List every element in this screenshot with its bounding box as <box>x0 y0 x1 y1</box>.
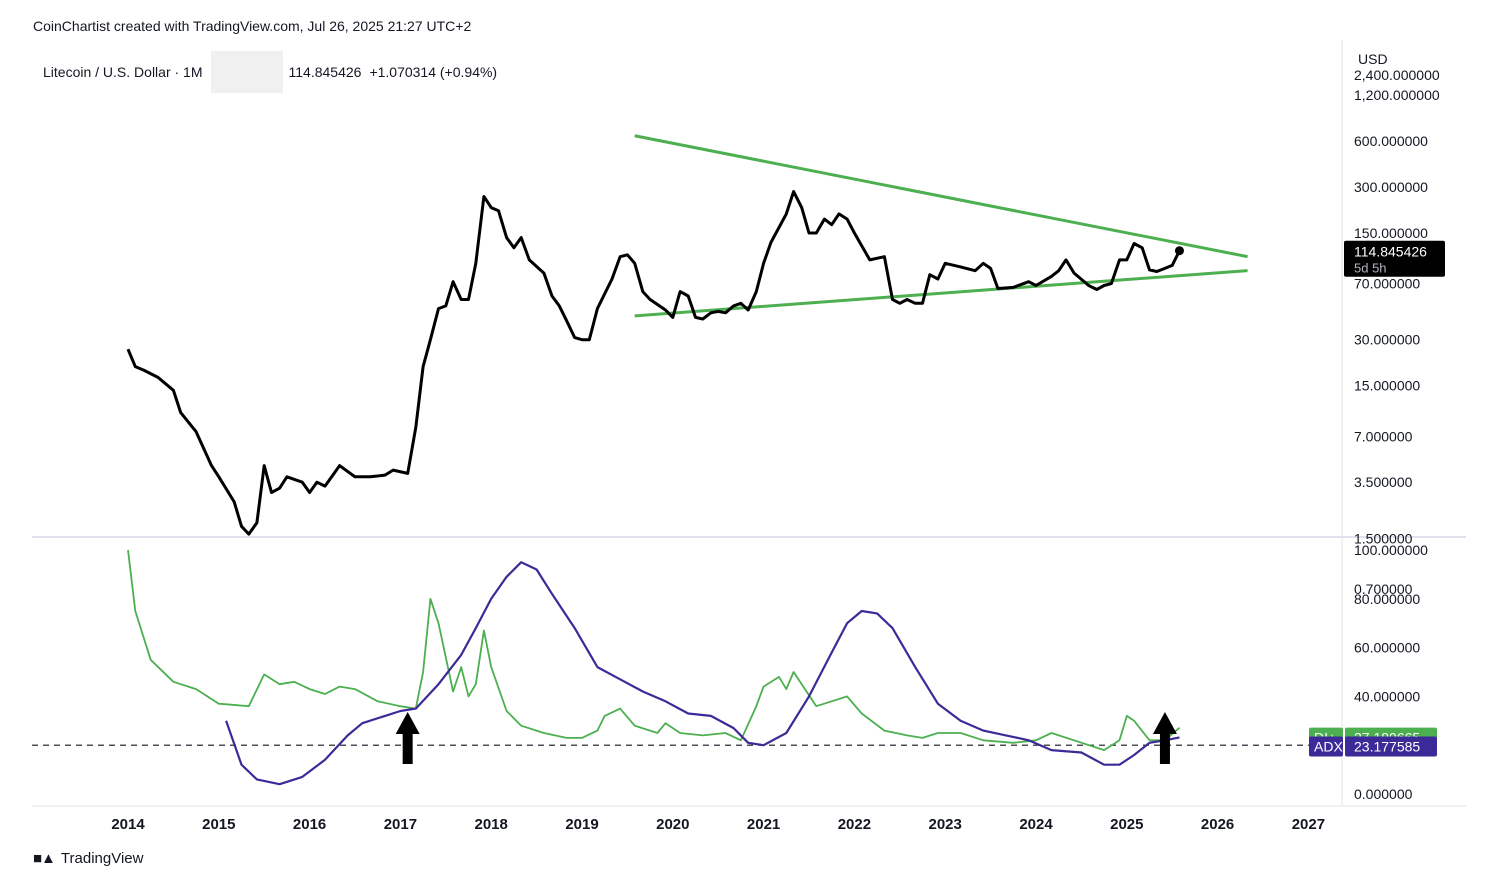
price-change: +1.070314 (+0.94%) <box>369 64 498 80</box>
arrow-shaft <box>402 732 413 764</box>
time-tick-label: 2017 <box>384 816 417 833</box>
price-tick-label: 15.000000 <box>1354 378 1420 394</box>
series-name-badge <box>1309 736 1343 757</box>
indicator-tick-label: 40.000000 <box>1354 688 1420 704</box>
price-tick-label: 7.000000 <box>1354 428 1413 444</box>
chart-frame <box>32 40 1466 807</box>
up-arrow-icon <box>395 712 420 764</box>
indicator-tick-label: 100.000000 <box>1354 542 1428 558</box>
annotation-arrows <box>395 712 1177 764</box>
tradingview-brand[interactable]: ■▲ TradingView <box>33 850 143 867</box>
price-tick-label: 1.500000 <box>1354 530 1413 546</box>
currency-label[interactable]: USD <box>1358 51 1388 67</box>
chart-caption: CoinChartist created with TradingView.co… <box>33 18 472 34</box>
price-tick-label: 2,400.000000 <box>1354 67 1440 83</box>
series-name-label: ADX <box>1314 738 1343 754</box>
countdown-label: 5d 5h <box>1354 261 1387 276</box>
series-value-label: 23.177585 <box>1354 738 1420 754</box>
time-tick-label: 2027 <box>1292 816 1325 833</box>
price-tick-label: 70.000000 <box>1354 276 1420 292</box>
adx-line <box>225 561 1180 786</box>
tradingview-logo-icon: ■▲ <box>33 850 56 867</box>
price-tick-label: 300.000000 <box>1354 179 1428 195</box>
symbol-name[interactable]: Litecoin / U.S. Dollar · 1M <box>43 64 203 80</box>
arrow-shaft <box>1159 732 1170 764</box>
triangle-trendlines <box>634 134 1248 318</box>
blurred-ohlc <box>210 51 283 93</box>
last-price: 114.845426 <box>288 64 362 80</box>
time-tick-label: 2025 <box>1110 816 1143 833</box>
price-tick-label: 3.500000 <box>1354 474 1413 490</box>
series-value-badge <box>1345 736 1437 757</box>
time-tick-label: 2016 <box>293 816 326 833</box>
indicator-tick-label: 0.000000 <box>1354 786 1413 802</box>
arrow-head <box>395 712 420 734</box>
time-axis: 2014 2015 2016 2017 2018 2019 2020 2021 2022 2023… <box>111 816 1325 833</box>
up-arrow-icon <box>1152 712 1177 764</box>
indicator-axis: 100.000000 80.000000 60.000000 40.000000 0.0… <box>1354 542 1428 802</box>
price-axis: 2,400.000000 1,200.000000 600.000000 300.00… <box>1354 67 1440 597</box>
symbol-legend[interactable]: Litecoin / U.S. Dollar · 1M 114.845426 +… <box>43 51 505 93</box>
price-tick-label: 30.000000 <box>1354 332 1420 348</box>
price-tick-label: 0.700000 <box>1354 581 1413 597</box>
indicator-tick-label: 60.000000 <box>1354 640 1420 656</box>
brand-name: TradingView <box>60 850 144 867</box>
trendline-lower <box>634 269 1248 318</box>
last-price-badge-value: 114.845426 <box>1354 244 1427 260</box>
time-tick-label: 2020 <box>656 816 689 833</box>
price-tick-label: 600.000000 <box>1354 133 1428 149</box>
time-tick-label: 2021 <box>747 816 780 833</box>
time-tick-label: 2018 <box>475 816 508 833</box>
time-tick-label: 2019 <box>565 816 598 833</box>
trendline-upper <box>634 134 1248 259</box>
price-tick-label: 150.000000 <box>1354 225 1428 241</box>
indicator-series <box>127 549 1181 786</box>
indicator-tick-label: 80.000000 <box>1354 591 1420 607</box>
last-price-marker <box>1174 246 1184 256</box>
time-tick-label: 2014 <box>111 816 145 833</box>
time-tick-label: 2024 <box>1019 816 1053 833</box>
price-series <box>126 190 1184 536</box>
price-line <box>126 190 1181 536</box>
di-plus-line <box>127 549 1181 751</box>
time-tick-label: 2015 <box>202 816 235 833</box>
time-tick-label: 2023 <box>929 816 962 833</box>
time-tick-label: 2022 <box>838 816 871 833</box>
arrow-head <box>1152 712 1177 734</box>
last-price-badge <box>1344 240 1445 277</box>
time-tick-label: 2026 <box>1201 816 1234 833</box>
price-tick-label: 1,200.000000 <box>1354 87 1440 103</box>
